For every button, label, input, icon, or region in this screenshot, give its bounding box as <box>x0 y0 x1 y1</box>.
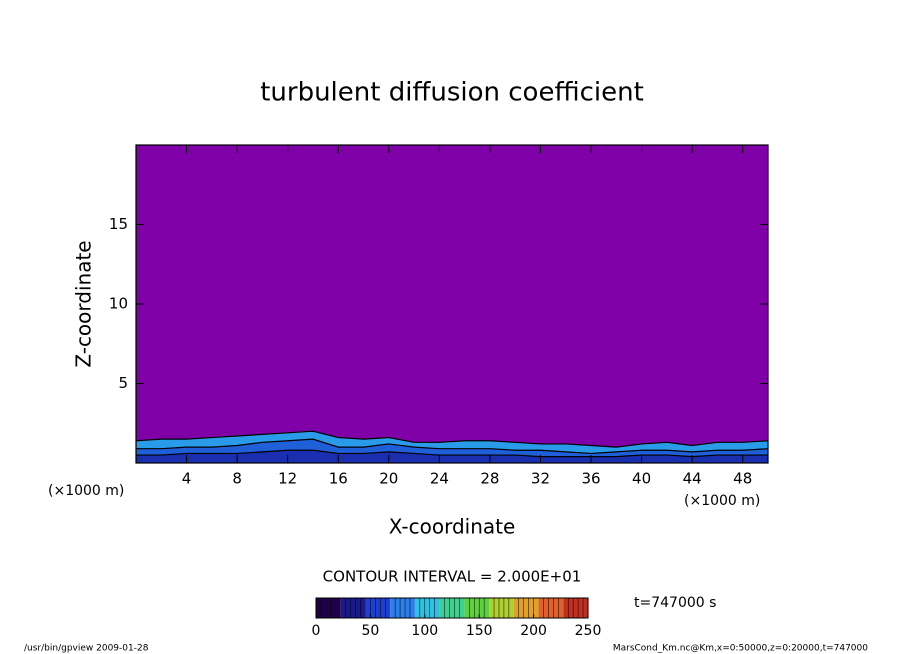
x-tick-label: 40 <box>632 470 651 488</box>
colorbar-frame <box>315 597 589 619</box>
footer-left: /usr/bin/gpview 2009-01-28 <box>24 644 149 654</box>
x-tick-label: 48 <box>733 470 752 488</box>
colorbar-segment <box>414 598 440 618</box>
contour-interval: CONTOUR INTERVAL = 2.000E+01 <box>323 568 582 586</box>
x-axis-label: X-coordinate <box>389 515 516 539</box>
colorbar-tick-label: 200 <box>520 623 547 639</box>
colorbar-segment <box>464 598 490 618</box>
colorbar-tick-label: 0 <box>312 623 321 639</box>
colorbar-tick-label: 150 <box>466 623 493 639</box>
x-tick-label: 32 <box>531 470 550 488</box>
x-tick-label: 20 <box>379 470 398 488</box>
x-tick-label: 28 <box>480 470 499 488</box>
field-background <box>136 145 768 463</box>
x-tick-label: 8 <box>232 470 242 488</box>
x-tick-label: 44 <box>683 470 702 488</box>
contour-line <box>136 449 768 458</box>
x-tick-label: 24 <box>430 470 449 488</box>
contour-band <box>136 450 768 463</box>
colorbar-segment <box>563 598 588 618</box>
colorbar-tick-label: 50 <box>361 623 379 639</box>
y-tick-label: 15 <box>109 215 128 233</box>
x-tick-label: 36 <box>581 470 600 488</box>
y-tick-label: 10 <box>109 295 128 313</box>
y-axis-label: Z-coordinate <box>72 240 96 367</box>
x-tick-label: 12 <box>278 470 297 488</box>
contour-line <box>135 430 769 448</box>
colorbar-tick-label: 100 <box>411 623 438 639</box>
x-tick-label: 4 <box>182 470 192 488</box>
colorbar-segment <box>316 598 341 618</box>
colorbar-segment <box>340 598 366 618</box>
colorbar-segment <box>365 598 391 618</box>
chart-title: turbulent diffusion coefficient <box>260 78 644 108</box>
colorbar-segment <box>439 598 465 618</box>
colorbar-segment <box>538 598 564 618</box>
contour-line <box>136 438 769 455</box>
x-unit-label: (×1000 m) <box>48 483 124 499</box>
colorbar-tick-label: 250 <box>575 623 602 639</box>
colorbar-segment <box>489 598 514 618</box>
x-tick-label: 16 <box>329 470 348 488</box>
x-unit-label: (×1000 m) <box>684 493 760 509</box>
y-tick-label: 5 <box>118 374 128 392</box>
colorbar-segment <box>513 598 539 618</box>
time-label: t=747000 s <box>634 595 716 611</box>
footer-right: MarsCond_Km.nc@Km,x=0:50000,z=0:20000,t=… <box>613 644 868 654</box>
colorbar-segment <box>390 598 415 618</box>
